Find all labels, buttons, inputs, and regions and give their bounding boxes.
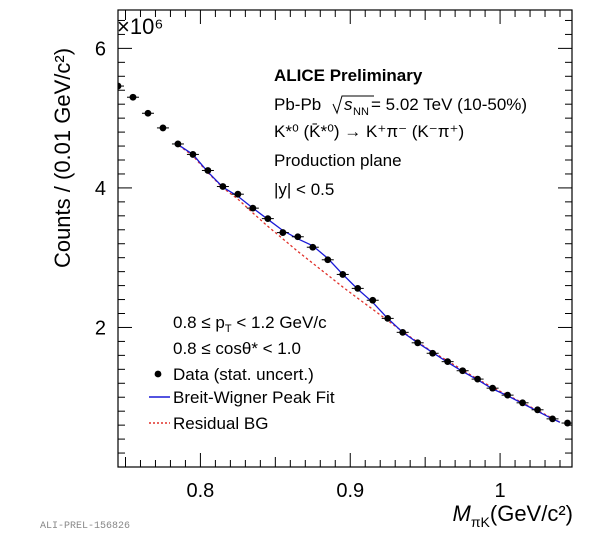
data-point — [249, 204, 257, 212]
data-point — [204, 167, 212, 174]
annotation-title: ALICE Preliminary — [274, 66, 423, 85]
annotation-system-sqrt: s — [344, 95, 353, 114]
data-point — [414, 339, 422, 347]
y-tick-label: 4 — [95, 178, 106, 200]
data-point — [144, 109, 152, 117]
data-point — [429, 349, 437, 357]
data-point — [219, 183, 227, 190]
x-tick-label: 1 — [495, 480, 506, 502]
data-point — [459, 367, 467, 375]
plot-border — [117, 9, 573, 468]
annotation-cos: 0.8 ≤ cosθ* < 1.0 — [173, 339, 301, 358]
annotation-system-post: = 5.02 TeV (10-50%) — [371, 95, 527, 114]
y-tick-label: 6 — [95, 38, 106, 60]
legend: Data (stat. uncert.) Breit-Wigner Peak F… — [149, 365, 335, 433]
data-point — [159, 124, 167, 132]
series-residual-bg — [174, 142, 561, 423]
footer-id: ALI-PREL-156826 — [40, 521, 130, 532]
x-tick-label: 0.8 — [187, 480, 215, 502]
data-point — [324, 256, 332, 264]
x-tick-label: 0.9 — [336, 480, 364, 502]
data-point — [504, 391, 511, 399]
annotation-pt: 0.8 ≤ pT < 1.2 GeV/c — [173, 313, 327, 335]
data-point — [444, 358, 452, 366]
sqrt-sign-icon — [332, 95, 374, 115]
x-axis-label-sub: πK — [471, 514, 491, 530]
data-point — [118, 82, 122, 90]
data-point — [384, 314, 392, 322]
data-point — [294, 233, 302, 241]
annotation-top: ALICE Preliminary Pb-Pb s NN = 5.02 TeV … — [274, 66, 527, 199]
annotation-system-pre: Pb-Pb — [274, 95, 321, 114]
y-tick-label: 2 — [95, 317, 106, 339]
legend-label-data: Data (stat. uncert.) — [173, 365, 314, 384]
axis-ticks — [118, 10, 572, 467]
data-point — [474, 375, 482, 383]
data-point — [129, 93, 137, 101]
x-axis-label-main: M — [453, 501, 472, 526]
data-point — [534, 406, 541, 414]
annotation-bottom: 0.8 ≤ pT < 1.2 GeV/c 0.8 ≤ cosθ* < 1.0 — [173, 313, 327, 358]
data-point — [339, 271, 347, 278]
data-point — [399, 328, 407, 336]
data-point — [174, 140, 182, 148]
data-point — [189, 151, 197, 158]
series-data-points — [118, 82, 572, 427]
data-point — [564, 419, 571, 427]
data-point — [234, 190, 242, 198]
y-multiplier: ×10⁶ — [117, 14, 163, 39]
data-point — [369, 296, 377, 304]
legend-label-bg: Residual BG — [173, 414, 268, 433]
annotation-system-sub: NN — [353, 106, 369, 118]
data-point — [264, 215, 272, 223]
legend-marker-data — [154, 370, 162, 378]
x-axis-label-unit: (GeV/c²) — [490, 501, 573, 526]
data-point — [354, 284, 362, 292]
tick-labels: 0.8 0.9 1 2 4 6 — [95, 38, 506, 502]
legend-label-fit: Breit-Wigner Peak Fit — [173, 388, 335, 407]
data-point — [519, 399, 526, 407]
data-point — [549, 415, 556, 423]
annotation-system: Pb-Pb — [274, 95, 321, 114]
x-axis-label: MπK(GeV/c²) — [453, 501, 573, 530]
data-point — [279, 229, 287, 236]
data-point — [489, 384, 496, 392]
annotation-rapidity: |y| < 0.5 — [274, 180, 334, 199]
y-axis-label: Counts / (0.01 GeV/c²) — [50, 48, 75, 268]
annotation-plane: Production plane — [274, 151, 402, 170]
plot-frame — [117, 9, 573, 468]
annotation-decay: K*⁰ (K̄*⁰) → K⁺π⁻ (K⁻π⁺) — [274, 122, 464, 141]
residual-bg-line — [174, 142, 561, 423]
data-point — [309, 243, 317, 251]
